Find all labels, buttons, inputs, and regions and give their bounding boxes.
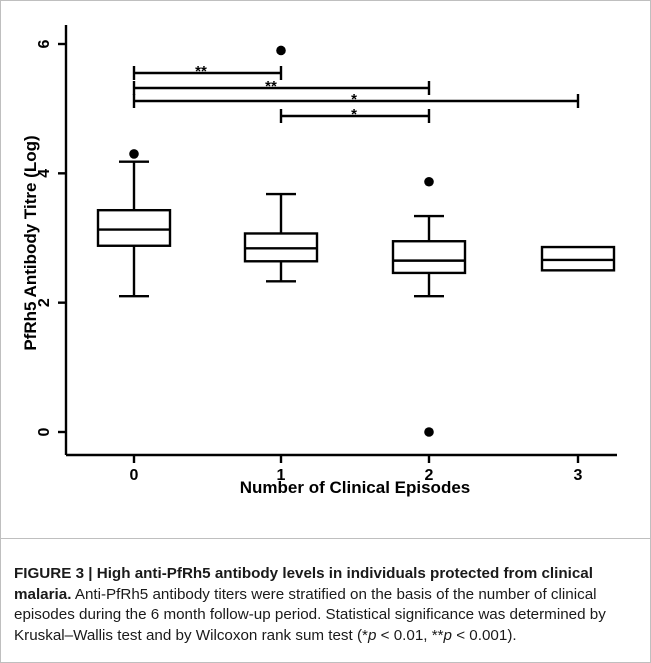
caption-p-symbol-2: p: [443, 626, 452, 644]
significance-brackets: ******: [132, 63, 580, 123]
significance-bracket: **: [132, 63, 283, 80]
y-axis-label: PfRh5 Antibody Titre (Log): [21, 135, 40, 350]
caption-sig1-prefix: *: [362, 626, 368, 644]
significance-label: **: [265, 78, 277, 95]
outlier-point: [276, 45, 286, 56]
caption-sig2-value: < 0.001).: [452, 626, 517, 644]
y-tick-label: 2: [36, 298, 53, 307]
caption-title: FIGURE 3 | High anti-PfRh5 antibody leve…: [14, 565, 593, 603]
box-2: [391, 176, 467, 437]
x-tick-label: 1: [277, 467, 286, 484]
y-tick-label: 0: [36, 427, 53, 436]
x-tick-label: 3: [574, 467, 583, 484]
outlier-point: [424, 427, 434, 437]
caption-sig1-value: < 0.01,: [376, 626, 432, 644]
significance-bracket: *: [279, 106, 431, 123]
significance-label: *: [351, 106, 357, 123]
significance-label: **: [195, 63, 207, 80]
caption-divider: [0, 538, 651, 539]
x-axis-label: Number of Clinical Episodes: [240, 478, 471, 497]
outlier-point: [129, 149, 139, 159]
iqr-box: [96, 208, 172, 247]
y-tick-label: 4: [36, 169, 53, 178]
significance-bracket: *: [132, 91, 580, 108]
caption-p-symbol-1: p: [367, 626, 377, 644]
caption-sig2-prefix: **: [431, 626, 444, 644]
axes: 0 2 4 6 0 1 2 3: [36, 25, 617, 484]
significance-label: *: [351, 91, 357, 108]
box-3: [540, 245, 616, 272]
x-tick-label: 2: [425, 467, 434, 484]
iqr-box: [540, 245, 616, 272]
figure-caption: FIGURE 3 | High anti-PfRh5 antibody leve…: [14, 564, 638, 646]
box-0: [96, 149, 172, 298]
box-group: [96, 45, 616, 437]
iqr-box: [391, 240, 467, 275]
outlier-point: [424, 176, 434, 187]
caption-body: Anti-PfRh5 antibody titers were stratifi…: [14, 585, 606, 644]
y-tick-label: 6: [36, 39, 53, 48]
box-1: [243, 45, 319, 283]
significance-bracket: **: [132, 78, 431, 95]
x-tick-label: 0: [130, 467, 139, 484]
